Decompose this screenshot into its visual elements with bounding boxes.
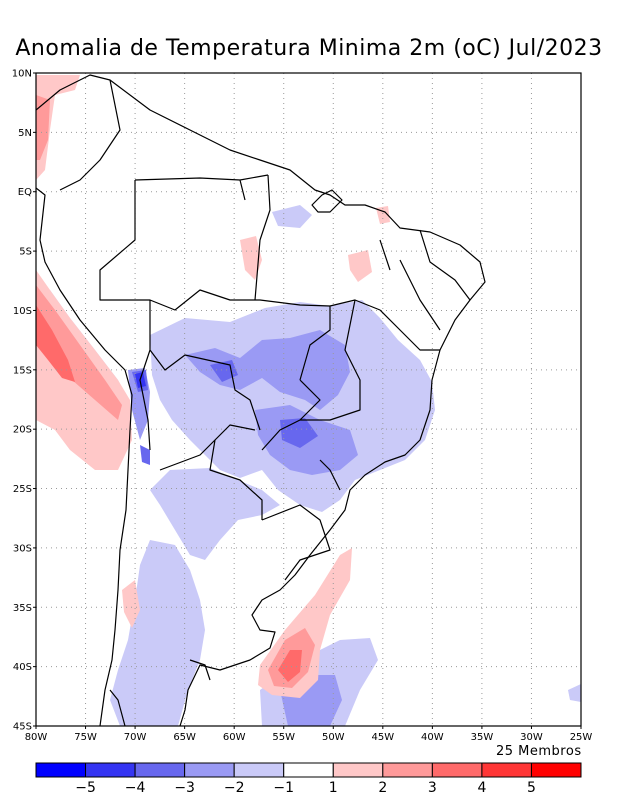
lon-tick-label: 25W <box>570 732 593 743</box>
lon-tick-label: 65W <box>173 732 196 743</box>
pacific-coastline <box>36 187 133 726</box>
lon-tick-label: 45W <box>372 732 395 743</box>
lon-tick-label: 35W <box>471 732 494 743</box>
lon-tick-label: 50W <box>322 732 345 743</box>
cold-anomaly-patagonia <box>110 540 205 726</box>
colorbar-swatch <box>332 762 384 778</box>
lat-tick-label: 5S <box>19 247 32 258</box>
map-frame <box>35 72 582 727</box>
lat-tick-label: 25S <box>13 484 32 495</box>
longitude-axis: 80W 75W 70W 65W 60W 55W 50W 45W 40W 35W 30W 25W <box>25 726 593 743</box>
lat-tick-label: 10N <box>12 69 32 80</box>
lon-tick-label: 40W <box>421 732 444 743</box>
colorbar-swatch <box>382 762 433 778</box>
colorbar-swatch <box>481 762 532 778</box>
lat-tick-label: 45S <box>13 722 32 733</box>
cold-anomaly-north <box>272 205 312 228</box>
colorbar-swatch <box>134 762 186 778</box>
colorbar-label: −4 <box>125 780 146 796</box>
border-lines <box>59 79 440 581</box>
colorbar-swatch <box>85 762 136 778</box>
lon-tick-label: 70W <box>124 732 147 743</box>
lat-tick-label: EQ <box>18 187 32 198</box>
latitude-axis: 10N 5N EQ 5S 10S 15S 20S 25S 30S 35S 40S 45S <box>12 69 36 733</box>
lat-tick-label: 40S <box>13 662 32 673</box>
colorbar-swatch <box>233 762 285 778</box>
colorbar-label: 3 <box>428 780 437 796</box>
colorbar-label: −1 <box>273 780 294 796</box>
lat-tick-label: 5N <box>18 128 32 139</box>
lon-tick-label: 60W <box>223 732 246 743</box>
lat-tick-label: 15S <box>13 365 32 376</box>
lat-tick-label: 10S <box>13 306 32 317</box>
colorbar-swatch <box>283 762 334 778</box>
lon-tick-label: 75W <box>74 732 97 743</box>
lat-tick-label: 35S <box>13 603 32 614</box>
cold-anomaly-south <box>150 468 280 560</box>
colorbar-label: −2 <box>224 780 245 796</box>
colorbar-label: 4 <box>477 780 486 796</box>
lon-tick-label: 30W <box>520 732 543 743</box>
anomaly-fields <box>36 75 581 726</box>
colorbar-swatch <box>431 762 483 778</box>
colorbar-swatch <box>35 762 87 778</box>
south-america-coastline <box>36 74 486 726</box>
lat-tick-label: 30S <box>13 543 32 554</box>
lon-tick-label: 55W <box>272 732 295 743</box>
colorbar-label: −3 <box>174 780 195 796</box>
members-label: 25 Membros <box>496 744 582 759</box>
colorbar-label: 1 <box>329 780 338 796</box>
colorbar: −5 −4 −3 −2 −1 1 2 3 4 5 <box>35 762 582 796</box>
colorbar-label: −5 <box>75 780 96 796</box>
lon-tick-label: 80W <box>25 732 48 743</box>
colorbar-label: 5 <box>527 780 536 796</box>
map-title: Anomalia de Temperatura Minima 2m (oC) J… <box>15 36 603 61</box>
political-boundaries <box>36 74 486 726</box>
colorbar-label: 2 <box>378 780 387 796</box>
lat-tick-label: 20S <box>13 425 32 436</box>
colorbar-swatch <box>530 762 582 778</box>
colorbar-swatch <box>184 762 235 778</box>
